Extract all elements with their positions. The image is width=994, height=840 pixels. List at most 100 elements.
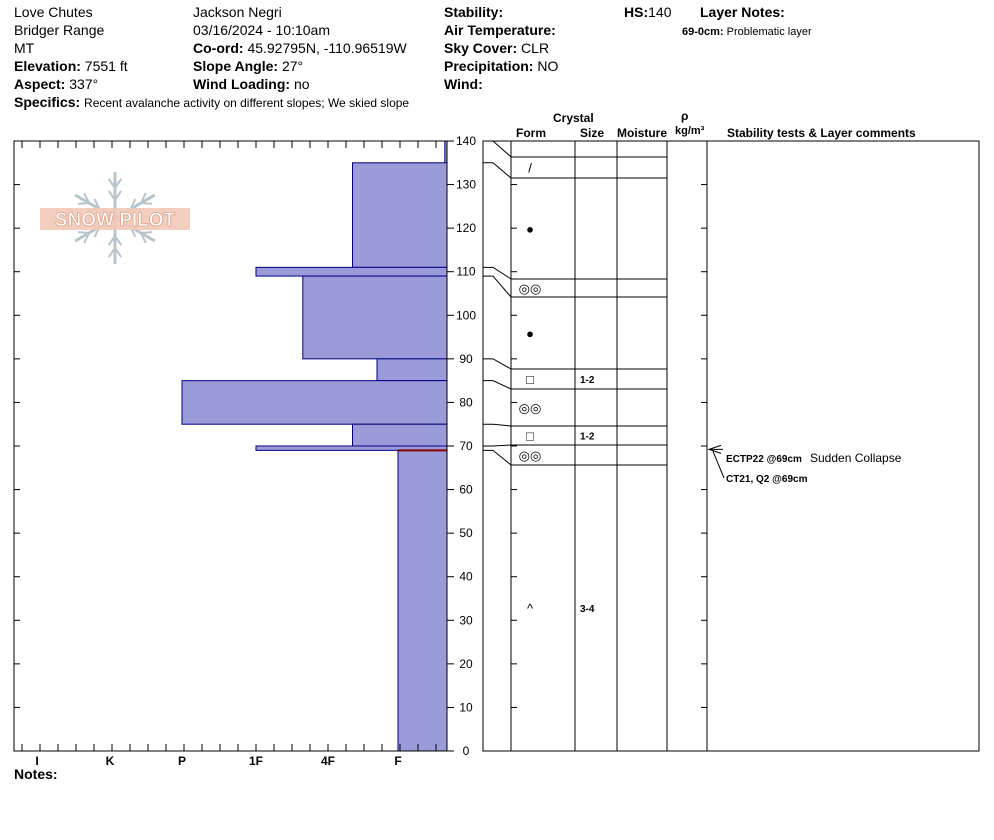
grain-connector	[483, 423, 512, 427]
grain-form-symbol: /	[528, 161, 532, 176]
hardness-bars	[181, 140, 448, 752]
logo-snowflake-branch	[107, 190, 116, 201]
size-header: Size	[580, 126, 605, 140]
grain-form-symbol: ◎◎	[519, 401, 542, 416]
grain-connector	[483, 358, 512, 370]
depth-tick-label: 120	[456, 221, 476, 235]
depth-tick-label: 110	[456, 265, 475, 279]
logo-snowflake-branch	[83, 232, 90, 244]
logo-snowflake-branch	[140, 202, 153, 205]
stability-test-result: CT21, Q2 @69cm	[726, 474, 808, 485]
sky-cover-label: Sky Cover:	[444, 40, 518, 56]
chart-labels: I K P 1F 4F F 0 10 20 30 40 50 60 70 80 90 100 110 120 130 1…	[35, 134, 901, 768]
aspect-field: Aspect: 337°	[14, 76, 98, 92]
depth-tick-label: 80	[459, 395, 473, 409]
precipitation-field: Precipitation: NO	[444, 58, 558, 74]
air-temperature-label: Air Temperature:	[444, 22, 556, 38]
aspect-value: 337°	[69, 76, 99, 92]
depth-tick-label: 0	[463, 744, 470, 758]
depth-tick-label: 90	[459, 352, 473, 366]
logo-snowflake-branch	[140, 192, 147, 204]
crystal-grid	[482, 140, 980, 752]
elevation-label: Elevation:	[14, 58, 81, 74]
logo-snowflake-branch	[114, 178, 123, 189]
grain-table-frame	[482, 140, 980, 752]
depth-tick-label: 50	[459, 526, 473, 540]
snowpilot-logo: SNOW PILOT	[40, 172, 190, 264]
hs-label: HS:	[624, 4, 649, 20]
logo-snowflake-branch	[140, 232, 147, 244]
sky-cover-field: Sky Cover: CLR	[444, 40, 549, 56]
hardness-tick-label: K	[106, 754, 115, 768]
wind-label: Wind:	[444, 76, 483, 92]
specifics-field: Specifics: Recent avalanche activity on …	[14, 94, 409, 111]
layer-note-text: Problematic layer	[726, 26, 812, 38]
hardness-tick-label: 4F	[321, 754, 335, 768]
grain-form-symbol: ^	[527, 601, 534, 616]
grain-connector	[483, 266, 512, 280]
location-name: Love Chutes	[14, 4, 93, 20]
wind-loading-label: Wind Loading:	[193, 76, 291, 92]
precipitation-label: Precipitation:	[444, 58, 534, 74]
depth-tick-label: 100	[456, 308, 476, 322]
grain-form-symbol: ◎◎	[519, 281, 542, 296]
slope-angle-label: Slope Angle:	[193, 58, 279, 74]
density-unit-header: kg/m³	[675, 125, 705, 137]
grain-size-label: 1-2	[580, 375, 595, 386]
grain-connector	[483, 275, 512, 298]
depth-tick-label: 140	[456, 134, 476, 148]
depth-tick-label: 70	[459, 439, 473, 453]
grain-connector	[483, 140, 512, 158]
sky-cover-value: CLR	[521, 40, 550, 56]
wind-loading-value: no	[293, 76, 310, 92]
observer-name: Jackson Negri	[193, 4, 282, 20]
logo-snowflake-branch	[140, 231, 153, 234]
hardness-bar	[376, 358, 448, 382]
stability-comments-header: Stability tests & Layer comments	[727, 126, 916, 140]
form-header: Form	[516, 126, 546, 140]
hardness-bar	[352, 423, 448, 447]
logo-snowflake-branch	[77, 202, 90, 205]
logo-text: SNOW PILOT	[55, 210, 176, 231]
specifics-label: Specifics:	[14, 94, 81, 110]
hardness-bar	[397, 449, 448, 752]
logo-snowflake-branch	[107, 235, 116, 246]
rho-header: ρ	[681, 109, 689, 123]
crystal-header: Crystal	[553, 111, 594, 125]
logo-snowflake-branch	[83, 192, 90, 204]
depth-tick-label: 130	[456, 178, 476, 192]
grain-connector	[483, 444, 512, 447]
hardness-bar	[302, 275, 448, 360]
grain-form-symbol: ◎◎	[519, 448, 542, 463]
coord-field: Co-ord: 45.92795N, -110.96519W	[193, 40, 407, 56]
logo-snowflake-branch	[114, 235, 123, 246]
grain-connector	[483, 449, 512, 466]
range-name: Bridger Range	[14, 22, 105, 38]
state-name: MT	[14, 40, 35, 56]
hardness-tick-label: F	[394, 754, 401, 768]
grain-size-label: 1-2	[580, 432, 595, 443]
depth-tick-label: 20	[459, 657, 473, 671]
hs-field: HS:140	[624, 4, 671, 20]
grain-form-symbol: □	[526, 372, 534, 387]
stability-test-comment: Sudden Collapse	[810, 451, 902, 465]
coord-value: 45.92795N, -110.96519W	[247, 40, 407, 56]
grain-form-symbol: □	[526, 429, 534, 444]
logo-snowflake-branch	[114, 190, 123, 201]
logo-snowflake-branch	[107, 178, 116, 189]
logo-band	[40, 208, 190, 230]
hardness-bar	[181, 380, 448, 425]
elevation-value: 7551 ft	[84, 58, 128, 74]
depth-tick-label: 40	[459, 570, 473, 584]
grain-form-symbol: ●	[526, 222, 534, 237]
layer-note-range: 69-0cm:	[682, 26, 724, 38]
precipitation-value: NO	[537, 58, 559, 74]
slope-angle-field: Slope Angle: 27°	[193, 58, 303, 74]
coord-label: Co-ord:	[193, 40, 244, 56]
depth-tick-label: 10	[459, 700, 473, 714]
hs-value: 140	[648, 4, 672, 20]
layer-notes-label: Layer Notes:	[700, 4, 785, 20]
aspect-label: Aspect:	[14, 76, 66, 92]
logo-snowflake-branch	[93, 198, 101, 210]
